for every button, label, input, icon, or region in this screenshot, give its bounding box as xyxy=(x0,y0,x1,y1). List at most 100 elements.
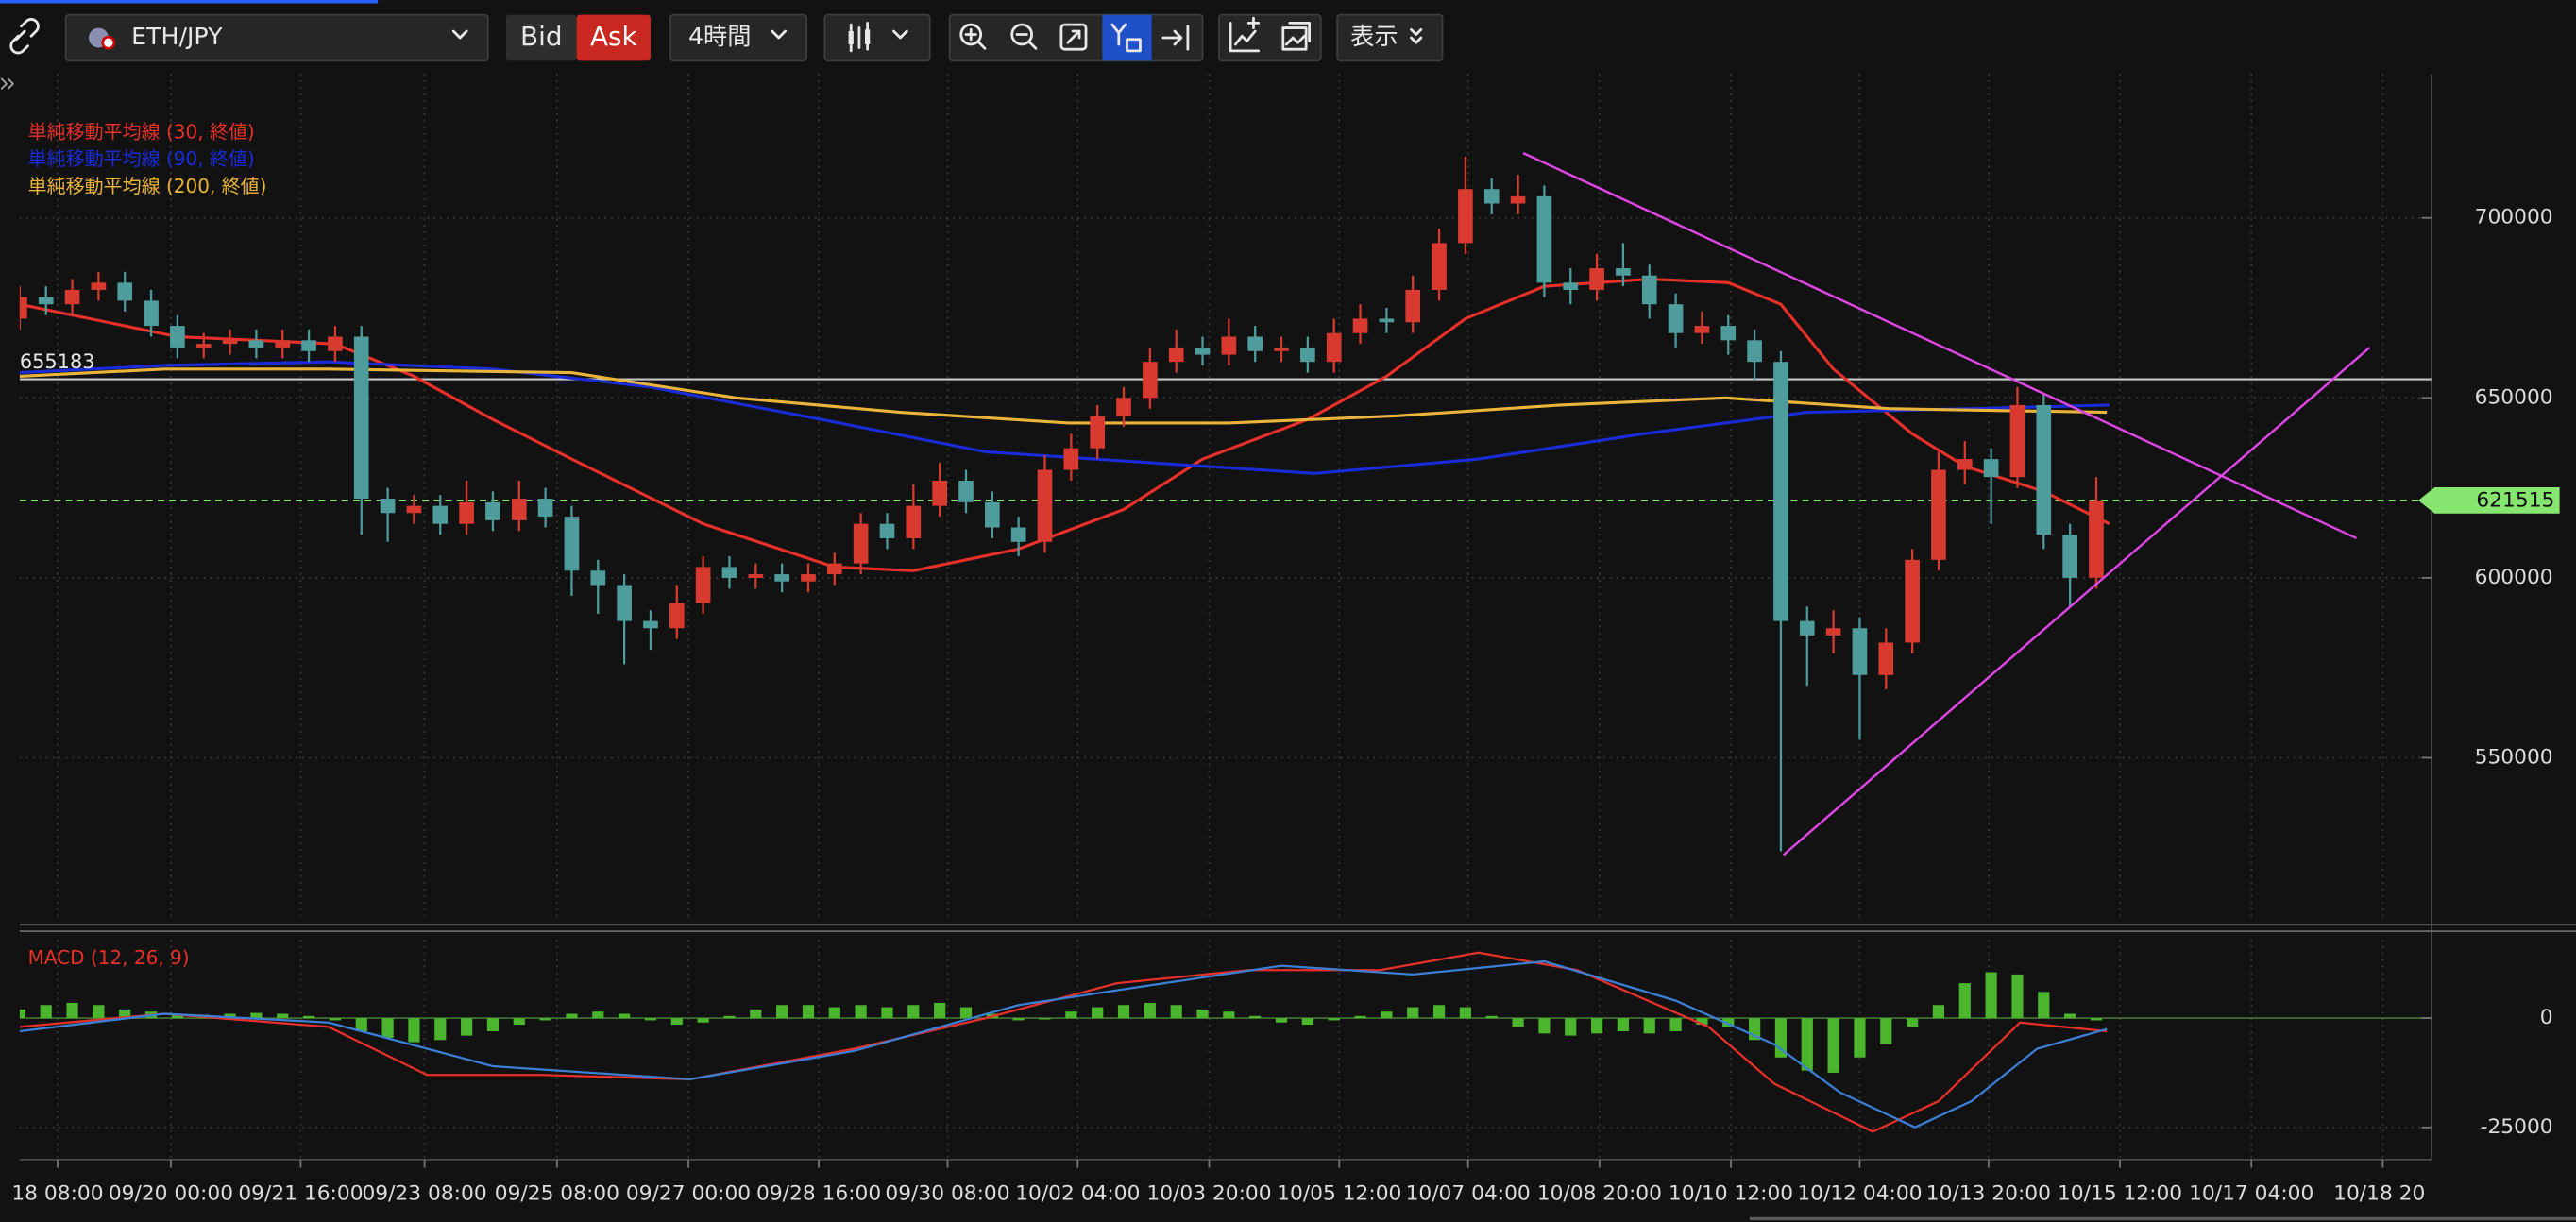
candle-body xyxy=(1326,332,1342,363)
candle-body xyxy=(1432,243,1447,290)
histogram-bar xyxy=(1275,1018,1288,1023)
histogram-bar xyxy=(277,1013,289,1019)
trend-line xyxy=(1522,152,2358,540)
candle-body xyxy=(1168,347,1184,363)
scroll-end-icon xyxy=(1161,25,1190,51)
bid-text: Bid xyxy=(520,21,563,52)
candle-body xyxy=(91,282,107,290)
histogram-bar xyxy=(1854,1018,1866,1058)
view-box xyxy=(1336,13,1444,62)
x-tick-label: 09/20 00:00 xyxy=(109,1181,233,1205)
x-tick-label: 10/18 20: xyxy=(2333,1181,2432,1205)
candle-body xyxy=(1195,347,1211,355)
candle-body xyxy=(1747,340,1762,363)
y-tick-label: 700000 xyxy=(2475,206,2553,229)
histogram-bar xyxy=(1485,1015,1498,1019)
histogram-bar xyxy=(697,1018,709,1023)
y-tick-label: 600000 xyxy=(2475,566,2553,589)
zoom-out-button[interactable] xyxy=(1010,23,1038,50)
candle-body xyxy=(2009,404,2025,478)
histogram-bar xyxy=(2064,1013,2076,1019)
zoom-in-button[interactable] xyxy=(959,23,987,50)
x-tick-label: 10/07 04:00 xyxy=(1406,1181,1531,1205)
candle-body xyxy=(537,499,553,518)
candle-body xyxy=(1300,347,1315,363)
symbol-selector[interactable]: ETH/JPY xyxy=(64,13,489,62)
auto-scale-button[interactable] xyxy=(1102,14,1152,61)
y-tick-label: 650000 xyxy=(2475,385,2553,409)
candle-body xyxy=(459,501,474,524)
candle-body xyxy=(1694,326,1710,333)
histogram-bar xyxy=(408,1018,420,1043)
x-tick-label: 09/30 08:00 xyxy=(885,1181,1009,1205)
fit-button[interactable] xyxy=(1059,23,1088,51)
histogram-bar xyxy=(1958,983,1971,1019)
candle-body xyxy=(1483,189,1500,204)
candle-body xyxy=(1510,195,1526,204)
candle-body xyxy=(2062,535,2077,578)
histogram-bar xyxy=(1144,1002,1156,1019)
candle-body xyxy=(985,501,1000,528)
candle-body xyxy=(170,326,185,348)
histogram-bar xyxy=(802,1005,815,1019)
candle-body xyxy=(695,567,711,603)
histogram-bar xyxy=(1932,1005,1945,1019)
chevron xyxy=(451,29,468,40)
scroll-end-button[interactable] xyxy=(1161,25,1190,51)
add-indicator-icon xyxy=(1229,16,1261,53)
histogram-bar xyxy=(881,1007,893,1019)
bid-button[interactable]: Bid xyxy=(505,14,577,61)
candle-body xyxy=(1983,459,1999,478)
last-price-label: 621515 xyxy=(2476,489,2554,513)
candle-body xyxy=(1799,620,1815,636)
link-button[interactable] xyxy=(9,18,40,55)
zoom-in-glyph xyxy=(964,27,987,50)
candle-body xyxy=(1090,416,1106,449)
ask-button[interactable]: Ask xyxy=(576,14,651,61)
x-tick-label: 18 08:00 xyxy=(11,1181,103,1205)
macd-line xyxy=(19,959,2108,1129)
histogram-bar xyxy=(1117,1005,1130,1019)
view-menu[interactable]: 表示 xyxy=(1336,13,1444,62)
histogram-bar xyxy=(1722,1018,1735,1027)
histogram-bar xyxy=(566,1013,578,1019)
zoom-out-icon xyxy=(1010,23,1033,46)
candle-body xyxy=(511,499,527,520)
candle-glyph xyxy=(848,31,854,44)
candle-body xyxy=(19,297,27,319)
candle-body xyxy=(1379,318,1395,323)
candle-body xyxy=(144,300,159,327)
ask-text: Ask xyxy=(590,21,638,52)
histogram-bar xyxy=(934,1002,946,1019)
histogram-bar xyxy=(1381,1011,1393,1019)
candle-body xyxy=(958,480,974,502)
add-indicator-button[interactable] xyxy=(1229,16,1261,53)
histogram-bar xyxy=(592,1011,604,1019)
candle-body xyxy=(1247,336,1263,351)
candle-body xyxy=(1668,304,1684,333)
candle-body xyxy=(1116,398,1131,416)
candle-body xyxy=(64,289,80,305)
x-tick-label: 09/28 16:00 xyxy=(756,1181,881,1205)
chart-type-selector[interactable] xyxy=(823,13,931,62)
ask-box xyxy=(576,14,651,61)
histogram-bar xyxy=(1827,1018,1839,1073)
compare-button[interactable] xyxy=(1281,21,1312,51)
candle-body xyxy=(853,523,869,564)
legend-entry: 単純移動平均線 (200, 終値) xyxy=(28,175,267,197)
histogram-bar xyxy=(1196,1009,1209,1019)
expand-panel-icon[interactable] xyxy=(0,77,14,90)
candle-body xyxy=(1852,628,1868,675)
candle-body xyxy=(879,523,895,538)
histogram-bar xyxy=(302,1015,315,1019)
x-tick-label: 09/21 16:00 xyxy=(238,1181,363,1205)
histogram-bar xyxy=(19,1009,25,1019)
histogram-bar xyxy=(66,1002,78,1019)
bid-box xyxy=(505,14,577,61)
candle-body xyxy=(1143,362,1158,399)
interval-selector[interactable]: 4時間 xyxy=(669,13,808,62)
candle-body xyxy=(275,340,291,348)
